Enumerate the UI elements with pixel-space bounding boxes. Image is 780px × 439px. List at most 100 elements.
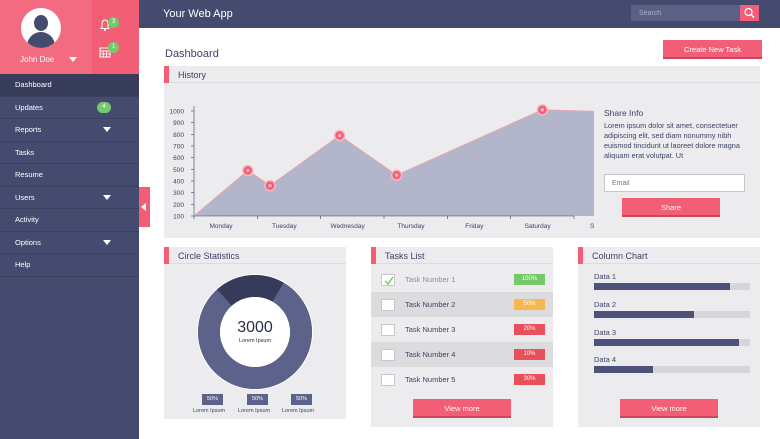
sidebar-item-label: Reports: [15, 125, 42, 134]
task-row: Task Number 1 100%: [371, 267, 553, 292]
donut-segment: [198, 274, 312, 389]
y-tick-label: 300: [173, 190, 184, 197]
calendar-icon[interactable]: [98, 45, 112, 59]
avatar-body: [27, 32, 55, 48]
column-label: Data 1: [594, 272, 617, 281]
create-task-button[interactable]: Create New Task: [663, 40, 762, 59]
profile-panel: John Doe 3 1: [0, 0, 139, 74]
task-row: Task Number 5 30%: [371, 367, 553, 392]
data-point-center: [540, 108, 545, 112]
x-tick-label: Monday: [209, 223, 233, 230]
legend-value: 50%: [202, 394, 223, 405]
column-label: Data 2: [594, 300, 617, 309]
column-chart-panel: Column Chart Data 1 Data 2 Data 3 Data 4…: [578, 247, 760, 427]
x-tick-label: Wednesday: [331, 223, 366, 230]
updates-badge: 4: [97, 101, 111, 113]
notifications-badge: 3: [108, 17, 119, 28]
search-input[interactable]: [631, 5, 740, 21]
column-label: Data 4: [594, 355, 617, 364]
search-button[interactable]: [740, 5, 759, 21]
task-checkbox[interactable]: [381, 374, 395, 386]
profile-main: John Doe: [0, 0, 92, 74]
sidebar-item-label: Dashboard: [15, 80, 52, 89]
share-button[interactable]: Share: [622, 198, 720, 217]
task-progress-badge: 100%: [514, 274, 545, 285]
y-tick-label: 500: [173, 167, 184, 174]
avatar[interactable]: [21, 8, 61, 48]
column-label: Data 3: [594, 328, 617, 337]
page-title: Dashboard: [165, 48, 219, 60]
data-point-center: [394, 173, 399, 177]
tasks-list-panel: Tasks List Task Number 1 100% Task Numbe…: [371, 247, 553, 427]
task-row: Task Number 2 50%: [371, 292, 553, 317]
x-tick-label: Thursday: [397, 223, 425, 230]
sidebar-item-updates[interactable]: Updates 4: [0, 97, 139, 119]
column-track: [594, 339, 750, 346]
task-row: Task Number 4 10%: [371, 342, 553, 367]
panel-title: History: [178, 70, 207, 80]
data-point-center: [337, 133, 342, 138]
panel-title: Circle Statistics: [178, 251, 240, 261]
y-tick-label: 100: [173, 214, 184, 221]
legend-label: Lorem Ipsum: [282, 408, 315, 414]
sidebar-item-dashboard[interactable]: Dashboard: [0, 74, 139, 97]
task-checkbox[interactable]: [381, 349, 395, 361]
panel-header: Circle Statistics: [164, 247, 346, 264]
donut-center: [220, 297, 290, 367]
donut-chart: [197, 274, 313, 390]
sidebar: John Doe 3 1 Dashboard Updates 4 Reports …: [0, 0, 139, 439]
share-title: Share Info: [604, 108, 644, 118]
sidebar-item-help[interactable]: Help: [0, 254, 139, 277]
share-text: Lorem ipsum dolor sit amet, consectetuer…: [604, 121, 740, 160]
y-tick-label: 200: [173, 202, 184, 209]
task-progress-badge: 50%: [514, 299, 545, 310]
panel-header: Column Chart: [578, 247, 760, 264]
check-icon: [384, 276, 394, 286]
panel-accent: [371, 247, 376, 264]
history-area-chart: 1000 900 800 700 600 500 400 300 200 100 Monday Tue…: [170, 104, 594, 230]
sidebar-item-label: Options: [15, 237, 41, 247]
x-tick-label: Tuesday: [272, 223, 297, 230]
y-tick-label: 800: [173, 132, 184, 139]
column-bar: [594, 311, 694, 318]
panel-header: Tasks List: [371, 247, 553, 264]
data-point-center: [268, 183, 272, 188]
chevron-down-icon[interactable]: [69, 57, 77, 62]
column-item: Data 3: [594, 328, 750, 346]
sidebar-item-activity[interactable]: Activity: [0, 209, 139, 232]
sidebar-item-resume[interactable]: Resume: [0, 164, 139, 187]
bell-icon[interactable]: [98, 18, 112, 32]
sidebar-item-reports[interactable]: Reports: [0, 119, 139, 142]
sidebar-item-tasks[interactable]: Tasks: [0, 142, 139, 164]
task-checkbox[interactable]: [381, 324, 395, 336]
chevron-down-icon: [103, 194, 111, 200]
panel-title: Tasks List: [385, 251, 425, 261]
columns-view-more-button[interactable]: View more: [620, 399, 718, 418]
legend-label: Lorem Ipsum: [193, 408, 226, 414]
task-label: Task Number 3: [405, 325, 456, 334]
circle-statistics-panel: Circle Statistics 3000 Lorem Ipsum 50% 5…: [164, 247, 346, 419]
y-tick-label: 400: [173, 179, 184, 186]
share-info: Share Info Lorem ipsum dolor sit amet, c…: [604, 108, 754, 161]
column-track: [594, 366, 750, 373]
x-tick-label: Friday: [465, 223, 484, 230]
task-label: Task Number 2: [405, 300, 456, 309]
tasks-view-more-button[interactable]: View more: [413, 399, 511, 418]
profile-icons: 3 1: [92, 0, 139, 74]
chevron-left-icon: [141, 203, 146, 211]
sidebar-item-options[interactable]: Options: [0, 232, 139, 254]
user-name[interactable]: John Doe: [20, 55, 55, 64]
y-tick-label: 600: [173, 155, 184, 162]
email-field[interactable]: [604, 174, 745, 192]
task-label: Task Number 1: [405, 275, 456, 284]
task-label: Task Number 4: [405, 350, 456, 359]
sidebar-item-users[interactable]: Users: [0, 187, 139, 209]
history-panel: History 1000 900 800 700 600 500 400 300 200 100 M…: [164, 66, 760, 238]
app-title: Your Web App: [163, 8, 233, 20]
column-bar: [594, 339, 740, 346]
data-point-center: [246, 168, 250, 173]
sidebar-collapse-button[interactable]: [139, 187, 150, 227]
task-checkbox[interactable]: [381, 274, 395, 286]
column-item: Data 1: [594, 272, 750, 290]
task-checkbox[interactable]: [381, 299, 395, 311]
